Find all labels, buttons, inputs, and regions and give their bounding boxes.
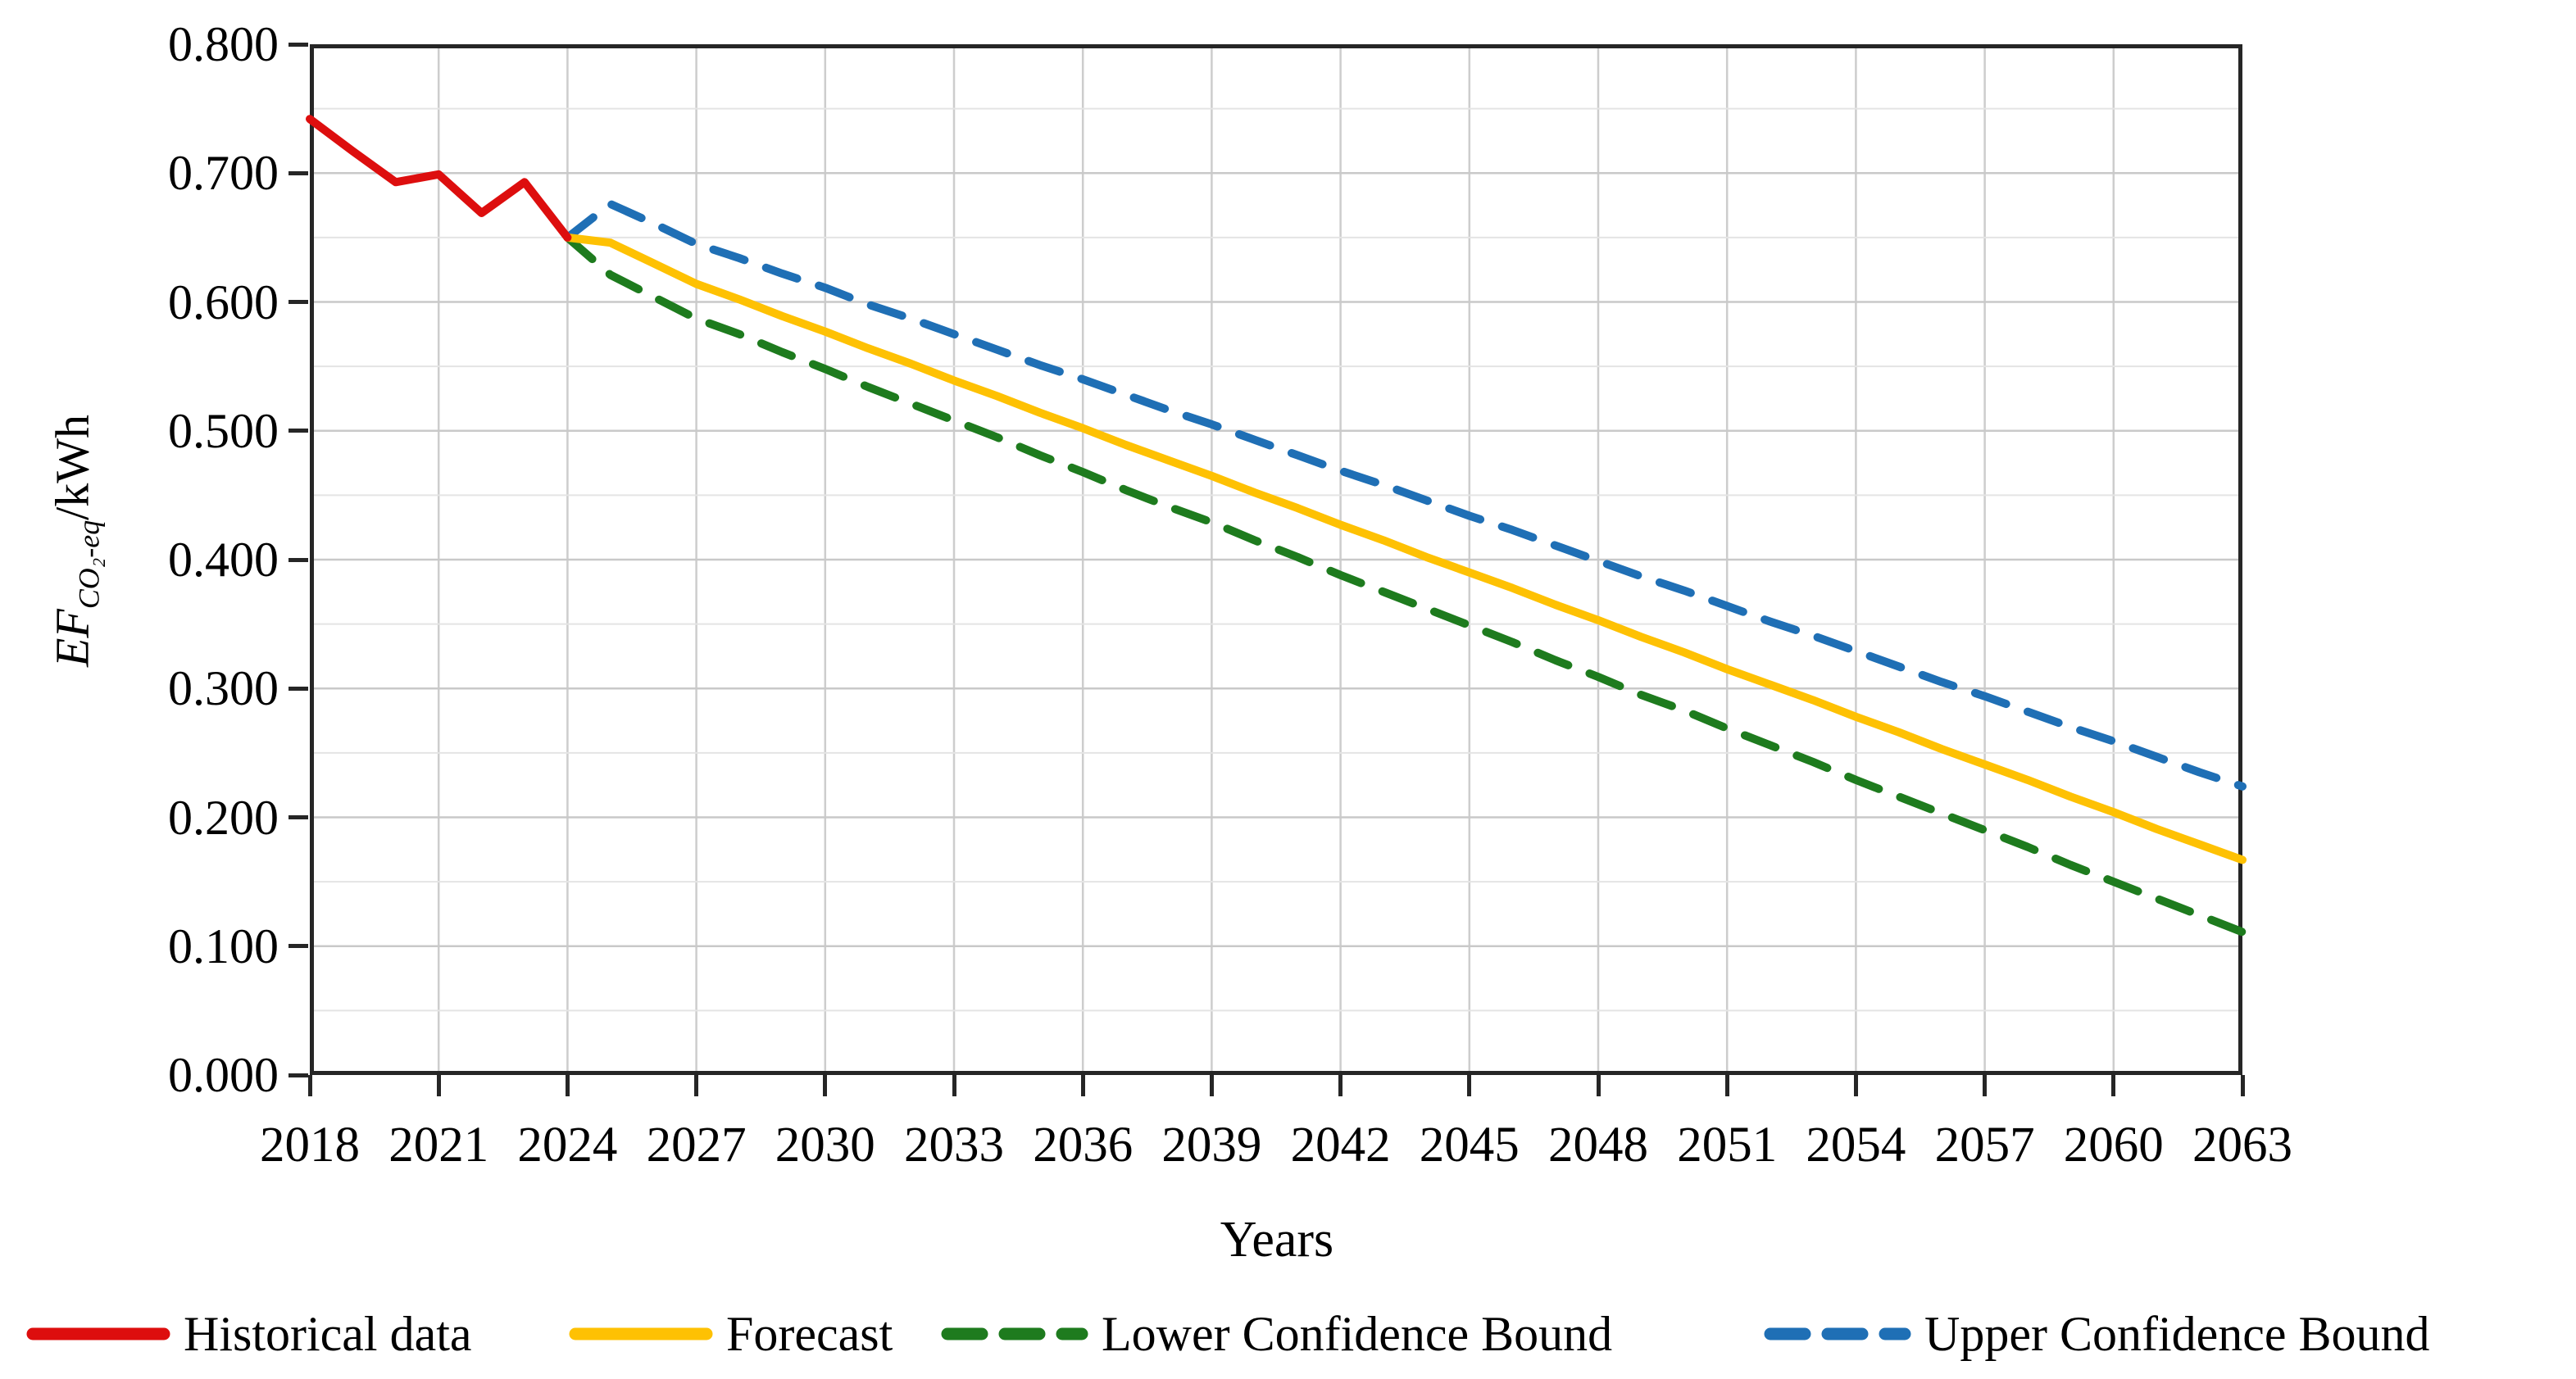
x-tick-label: 2051	[1677, 1118, 1778, 1173]
y-tick-mark	[288, 300, 308, 304]
x-tick-mark	[823, 1075, 828, 1096]
x-tick-mark	[1853, 1075, 1858, 1096]
y-tick-mark	[288, 42, 308, 47]
x-tick-mark	[1080, 1075, 1085, 1096]
x-tick-mark	[952, 1075, 956, 1096]
legend-label-upper-confidence-bound: Upper Confidence Bound	[1924, 1306, 2430, 1361]
y-tick-mark	[288, 686, 308, 691]
y-tick-label: 0.700	[168, 146, 279, 201]
lower-bound-line-swatch	[941, 1327, 1088, 1340]
legend-item-forecast: Forecast	[569, 1304, 893, 1363]
y-tick-label: 0.300	[168, 661, 279, 716]
legend-label-historical-data: Historical data	[184, 1306, 472, 1361]
x-tick-label: 2054	[1806, 1118, 1906, 1173]
plot-border	[310, 44, 2242, 1075]
x-tick-label: 2045	[1419, 1118, 1520, 1173]
legend-label-forecast: Forecast	[726, 1306, 893, 1361]
legend-label-lower-confidence-bound: Lower Confidence Bound	[1102, 1306, 1613, 1361]
x-tick-label: 2021	[388, 1118, 489, 1173]
x-tick-label: 2042	[1290, 1118, 1391, 1173]
legend-item-upper-confidence-bound: Upper Confidence Bound	[1764, 1304, 2430, 1363]
x-axis-title: Years	[1220, 1212, 1334, 1268]
x-tick-label: 2057	[1934, 1118, 2035, 1173]
x-tick-label: 2027	[646, 1118, 747, 1173]
x-tick-label: 2063	[2192, 1118, 2292, 1173]
y-tick-mark	[288, 170, 308, 175]
y-tick-label: 0.200	[168, 790, 279, 845]
y-tick-mark	[288, 1073, 308, 1077]
x-tick-mark	[307, 1075, 312, 1096]
x-tick-mark	[1467, 1075, 1472, 1096]
y-tick-label: 0.500	[168, 403, 279, 458]
x-tick-mark	[2240, 1075, 2245, 1096]
x-tick-label: 2039	[1161, 1118, 1262, 1173]
x-tick-mark	[1338, 1075, 1343, 1096]
x-tick-mark	[2111, 1075, 2116, 1096]
y-tick-mark	[288, 815, 308, 819]
upper-bound-line-swatch	[1764, 1327, 1911, 1340]
x-tick-label: 2024	[517, 1118, 618, 1173]
x-tick-label: 2048	[1548, 1118, 1648, 1173]
y-tick-mark	[288, 944, 308, 949]
y-tick-mark	[288, 557, 308, 562]
forecast-line-swatch	[569, 1327, 713, 1340]
historical-data-line	[306, 115, 572, 242]
x-tick-label: 2033	[904, 1118, 1004, 1173]
y-tick-label: 0.100	[168, 919, 279, 973]
forecast-line	[563, 233, 2247, 864]
y-tick-label: 0.400	[168, 533, 279, 587]
y-tick-mark	[288, 429, 308, 433]
x-tick-label: 2036	[1033, 1118, 1134, 1173]
lower-confidence-bound-line	[563, 233, 2247, 937]
y-axis-title-main: EF	[45, 609, 99, 668]
y-tick-label: 0.600	[168, 274, 279, 329]
y-axis-title-unit: /kWh	[45, 414, 99, 520]
y-tick-label: 0.000	[168, 1048, 279, 1102]
x-tick-mark	[1724, 1075, 1729, 1096]
chart-plot-area	[306, 44, 2247, 1075]
upper-confidence-bound-line	[563, 200, 2247, 791]
y-tick-label: 0.800	[168, 17, 279, 71]
x-tick-mark	[436, 1075, 441, 1096]
x-tick-mark	[694, 1075, 699, 1096]
x-tick-label: 2060	[2063, 1118, 2164, 1173]
x-tick-mark	[1983, 1075, 1988, 1096]
legend-item-historical-data: Historical data	[26, 1304, 472, 1363]
x-tick-mark	[1596, 1075, 1601, 1096]
historical-data-line-swatch	[26, 1327, 170, 1340]
x-tick-label: 2030	[775, 1118, 875, 1173]
x-tick-mark	[1209, 1075, 1214, 1096]
x-tick-label: 2018	[260, 1118, 360, 1173]
x-tick-mark	[565, 1075, 570, 1096]
legend-item-lower-confidence-bound: Lower Confidence Bound	[941, 1304, 1612, 1363]
